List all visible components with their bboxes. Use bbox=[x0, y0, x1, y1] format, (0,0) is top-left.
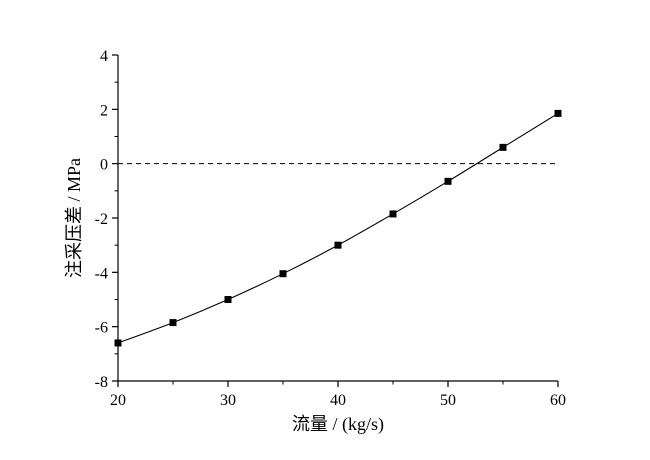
data-point bbox=[334, 241, 342, 249]
y-tick-label: -2 bbox=[95, 211, 108, 228]
x-tick-label: 60 bbox=[550, 392, 566, 409]
data-point bbox=[114, 339, 122, 347]
y-tick-label: -8 bbox=[95, 374, 108, 391]
x-tick-label: 40 bbox=[330, 392, 346, 409]
data-point bbox=[169, 319, 177, 327]
y-tick-label: -4 bbox=[95, 265, 108, 282]
series-line bbox=[117, 112, 559, 344]
y-axis-title: 注采压差 / MPa bbox=[64, 158, 84, 278]
y-tick-label: -6 bbox=[95, 320, 108, 337]
x-tick-label: 20 bbox=[110, 392, 126, 409]
data-point bbox=[554, 109, 562, 117]
data-point bbox=[224, 296, 232, 303]
data-point bbox=[499, 143, 507, 151]
y-tick-label: 2 bbox=[100, 102, 108, 119]
series-layer bbox=[114, 109, 562, 347]
y-tick-label: 4 bbox=[100, 48, 108, 65]
axes bbox=[112, 54, 559, 387]
x-tick-label: 30 bbox=[220, 392, 236, 409]
data-point bbox=[444, 177, 452, 185]
tick-labels: 20 30 40 50 60 -8 -6 -4 -2 0 2 4 bbox=[95, 48, 566, 409]
data-point bbox=[389, 210, 397, 218]
data-point bbox=[279, 270, 287, 278]
x-axis-title: 流量 / (kg/s) bbox=[292, 414, 384, 435]
x-tick-label: 50 bbox=[440, 392, 456, 409]
y-tick-label: 0 bbox=[100, 157, 108, 174]
